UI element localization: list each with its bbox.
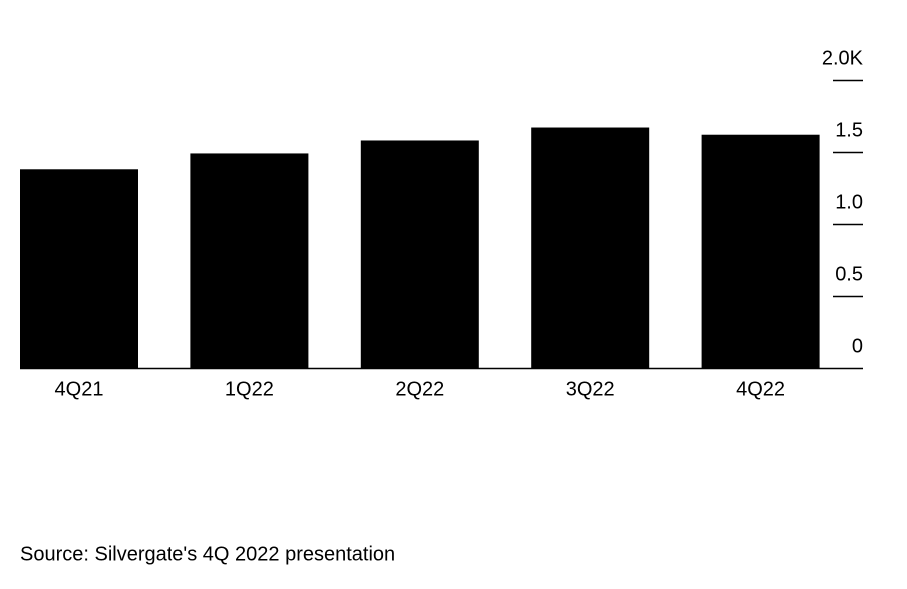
bar [360, 140, 479, 368]
x-tick-label: 1Q22 [225, 378, 274, 400]
y-tick-label: 0.5 [835, 263, 863, 285]
x-tick-label: 4Q22 [736, 378, 785, 400]
y-tick-label: 0 [852, 335, 863, 357]
x-tick-label: 2Q22 [395, 378, 444, 400]
x-tick-label: 4Q21 [55, 378, 104, 400]
bar [20, 169, 138, 368]
bar [531, 127, 650, 369]
y-tick-label: 1.0 [835, 191, 863, 213]
bar [701, 134, 820, 368]
bar [190, 153, 309, 368]
y-tick-label: 2.0K [822, 47, 864, 69]
x-tick-label: 3Q22 [566, 378, 615, 400]
source-note: Source: Silvergate's 4Q 2022 presentatio… [20, 543, 395, 565]
y-tick-label: 1.5 [835, 119, 863, 141]
